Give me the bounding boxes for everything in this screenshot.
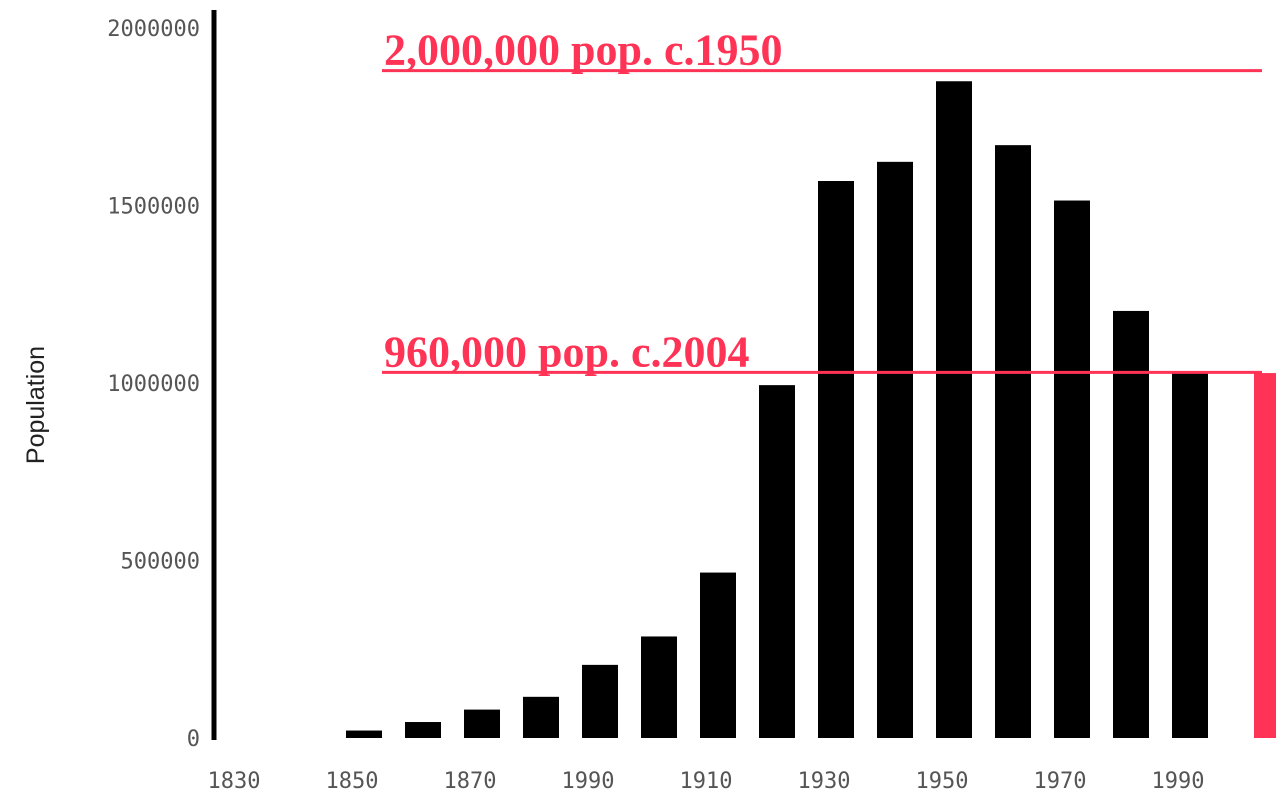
y-tick-label: 0	[187, 727, 200, 752]
bar-1950	[936, 81, 972, 738]
x-tick-label: 1930	[798, 769, 851, 794]
x-tick-label: 1870	[444, 769, 497, 794]
bar-1910	[700, 572, 736, 738]
bars	[346, 81, 1276, 738]
bar-1900	[641, 636, 677, 738]
x-tick-label: 1950	[916, 769, 969, 794]
bar-1960	[995, 145, 1031, 738]
bar-1880	[523, 696, 559, 738]
bar-1890	[582, 664, 618, 738]
annotations: 2,000,000 pop. c.1950 960,000 pop. c.2004	[382, 26, 1262, 376]
y-tick-label: 500000	[121, 550, 200, 575]
x-tick-label: 1830	[208, 769, 261, 794]
y-tick-labels: 0 500000 1000000 1500000 2000000	[107, 17, 200, 752]
x-tick-label: 1970	[1034, 769, 1087, 794]
bar-1990	[1172, 373, 1208, 738]
y-axis-label: Population	[22, 346, 50, 464]
y-tick-label: 1500000	[107, 195, 200, 220]
x-tick-label: 1990	[1152, 769, 1205, 794]
x-tick-label: 1850	[326, 769, 379, 794]
annotation-label: 960,000 pop. c.2004	[384, 327, 749, 376]
bar-1940	[877, 161, 913, 738]
bar-1860	[405, 722, 441, 738]
bar-1930	[818, 181, 854, 738]
bar-1850	[346, 730, 382, 738]
bar-1870	[464, 709, 500, 738]
bar-1970	[1054, 200, 1090, 738]
x-tick-label: 1990	[562, 769, 615, 794]
annotation-label: 2,000,000 pop. c.1950	[384, 26, 782, 75]
bar-2000	[1254, 373, 1276, 738]
bar-1920	[759, 385, 795, 738]
y-tick-label: 1000000	[107, 372, 200, 397]
bar-1980	[1113, 310, 1149, 738]
x-tick-label: 1910	[680, 769, 733, 794]
x-tick-labels: 1830 1850 1870 1990 1910 1930 1950 1970 1990	[208, 769, 1205, 794]
y-tick-label: 2000000	[107, 17, 200, 42]
